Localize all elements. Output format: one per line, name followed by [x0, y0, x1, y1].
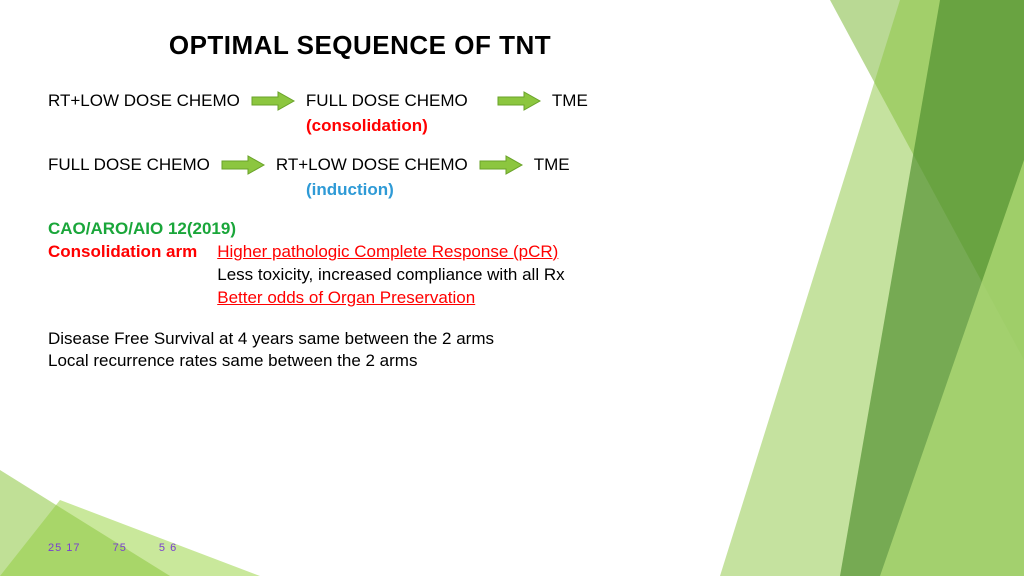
cons-line3: Better odds of Organ Preservation — [217, 287, 564, 310]
study-reference: CAO/ARO/AIO 12(2019) — [48, 218, 688, 241]
tiny-a: 25 17 — [48, 542, 81, 554]
tiny-c: 5 6 — [159, 542, 177, 554]
arrow-right-icon — [220, 154, 266, 176]
footer-numbers: 25 17 75 5 6 — [48, 542, 205, 554]
flow1-step3: TME — [552, 90, 588, 113]
footer-line-2: Local recurrence rates same between the … — [48, 350, 688, 373]
flow-induction: FULL DOSE CHEMO RT+LOW DOSE CHEMO TME — [48, 154, 688, 177]
slide-title: OPTIMAL SEQUENCE OF TNT — [0, 30, 720, 61]
tiny-b: 75 — [113, 542, 127, 554]
arrow-right-icon — [496, 90, 542, 112]
flow1-step2: FULL DOSE CHEMO — [306, 90, 486, 113]
consolidation-block: Consolidation arm Higher pathologic Comp… — [48, 241, 688, 310]
flow1-step1: RT+LOW DOSE CHEMO — [48, 90, 240, 113]
slide: OPTIMAL SEQUENCE OF TNT RT+LOW DOSE CHEM… — [0, 0, 1024, 576]
slide-body: RT+LOW DOSE CHEMO FULL DOSE CHEMO TME (c… — [48, 90, 688, 373]
flow-consolidation: RT+LOW DOSE CHEMO FULL DOSE CHEMO TME — [48, 90, 688, 113]
cons-line1: Higher pathologic Complete Response (pCR… — [217, 241, 564, 264]
flow2-step2: RT+LOW DOSE CHEMO — [276, 154, 468, 177]
arrow-right-icon — [478, 154, 524, 176]
flow2-step3: TME — [534, 154, 570, 177]
arrow-right-icon — [250, 90, 296, 112]
flow2-sublabel: (induction) — [306, 179, 688, 202]
consolidation-label: Consolidation arm — [48, 241, 197, 310]
cons-line2: Less toxicity, increased compliance with… — [217, 264, 564, 287]
flow2-step1: FULL DOSE CHEMO — [48, 154, 210, 177]
consolidation-body: Higher pathologic Complete Response (pCR… — [217, 241, 564, 310]
footer-line-1: Disease Free Survival at 4 years same be… — [48, 328, 688, 351]
flow1-sublabel: (consolidation) — [306, 115, 688, 138]
